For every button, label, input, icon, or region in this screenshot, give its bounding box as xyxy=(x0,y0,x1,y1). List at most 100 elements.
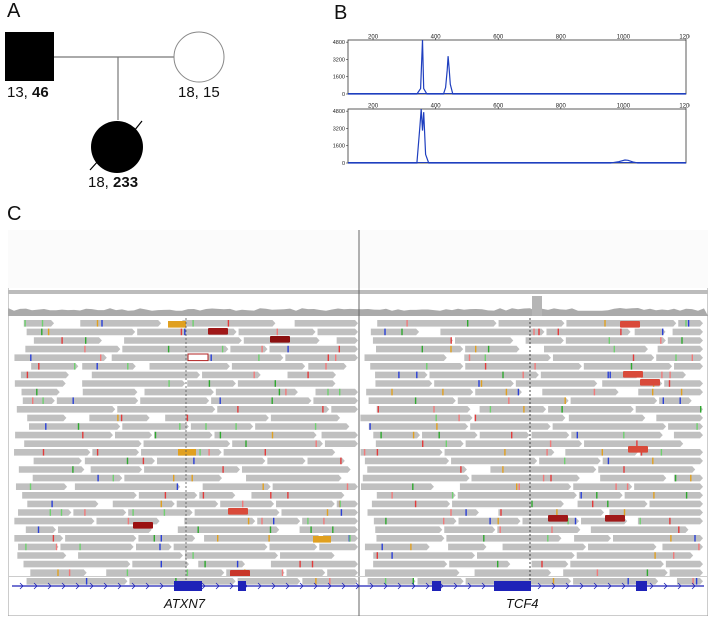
read xyxy=(336,337,358,344)
mismatch xyxy=(412,578,414,585)
mismatch xyxy=(38,363,40,370)
read xyxy=(465,345,520,353)
mismatch xyxy=(550,474,552,482)
read xyxy=(190,423,254,430)
mismatch xyxy=(270,492,272,499)
read xyxy=(285,354,358,361)
read xyxy=(552,423,667,430)
read xyxy=(327,569,358,576)
mismatch xyxy=(623,509,626,516)
mismatch xyxy=(661,371,663,379)
read xyxy=(307,457,345,465)
read xyxy=(542,388,619,396)
strand-arrow xyxy=(649,582,654,590)
mismatch xyxy=(376,449,379,456)
read xyxy=(324,440,358,447)
highlighted-read xyxy=(230,570,250,577)
mismatch xyxy=(100,354,102,361)
mismatch xyxy=(523,406,525,413)
mismatch xyxy=(609,371,611,379)
read xyxy=(571,431,663,439)
read xyxy=(33,457,82,465)
read xyxy=(624,492,703,499)
trace-line xyxy=(348,39,686,95)
father-repeat-expanded: 46 xyxy=(32,84,49,101)
read xyxy=(16,406,116,413)
read xyxy=(474,414,566,422)
highlighted-read xyxy=(640,379,660,386)
x-tick-label: 400 xyxy=(431,104,442,110)
read xyxy=(211,397,312,404)
read xyxy=(574,535,611,542)
mismatch xyxy=(421,345,423,353)
mismatch xyxy=(422,440,424,447)
mismatch xyxy=(153,535,155,542)
mismatch xyxy=(687,320,690,327)
mismatch xyxy=(450,509,452,516)
read xyxy=(422,431,478,439)
read xyxy=(434,380,514,387)
exon xyxy=(238,581,246,591)
read xyxy=(27,414,67,422)
read xyxy=(140,397,210,404)
read xyxy=(444,449,555,456)
strand-arrow xyxy=(383,582,388,590)
mismatch xyxy=(489,517,491,525)
mismatch xyxy=(96,320,99,327)
read xyxy=(202,483,271,490)
y-tick-label: 3200 xyxy=(333,57,345,63)
mismatch xyxy=(329,578,331,585)
mismatch xyxy=(517,388,520,396)
strand-arrow xyxy=(313,582,318,590)
read xyxy=(106,569,225,576)
mismatch xyxy=(426,363,428,370)
mismatch xyxy=(561,406,563,413)
mismatch xyxy=(613,345,615,353)
mismatch xyxy=(24,320,26,327)
mismatch xyxy=(237,406,239,413)
strand-arrow xyxy=(467,582,472,590)
read xyxy=(638,388,703,396)
mismatch xyxy=(680,388,683,396)
mismatch xyxy=(691,354,693,361)
mismatch xyxy=(398,371,400,379)
mismatch xyxy=(502,371,504,379)
read xyxy=(634,483,703,490)
read xyxy=(143,440,231,447)
read xyxy=(477,552,575,559)
read xyxy=(368,423,469,430)
mismatch xyxy=(126,457,129,465)
read xyxy=(370,363,464,370)
plot-frame xyxy=(347,39,687,95)
mismatch xyxy=(552,578,555,585)
child-repeat-expanded: 233 xyxy=(113,174,139,191)
read xyxy=(377,320,497,327)
read xyxy=(82,380,186,387)
mismatch xyxy=(363,449,366,456)
strand-arrow xyxy=(103,582,108,590)
mismatch xyxy=(159,543,161,551)
panel-label-b: B xyxy=(334,2,348,24)
read xyxy=(315,388,358,396)
mismatch xyxy=(235,423,237,430)
read xyxy=(588,543,657,551)
read xyxy=(552,354,655,361)
fragment-trace-bottom: 200 400 600 800 1000 1200 4800 3200 1600 0 xyxy=(318,101,690,168)
mismatch xyxy=(673,552,675,559)
read xyxy=(479,431,530,439)
read xyxy=(165,414,269,422)
read xyxy=(490,466,597,473)
read xyxy=(367,509,479,516)
mismatch xyxy=(186,569,189,576)
mismatch xyxy=(497,517,499,525)
read xyxy=(313,397,358,404)
strand-arrow xyxy=(621,582,626,590)
mother-symbol xyxy=(173,31,225,83)
read xyxy=(360,449,443,456)
read xyxy=(576,552,694,559)
read-alignment-view: ATXN7 TCF4 xyxy=(7,229,709,617)
exon xyxy=(174,581,202,591)
strand-arrow xyxy=(453,582,458,590)
read xyxy=(267,457,306,465)
mismatch xyxy=(271,431,274,439)
